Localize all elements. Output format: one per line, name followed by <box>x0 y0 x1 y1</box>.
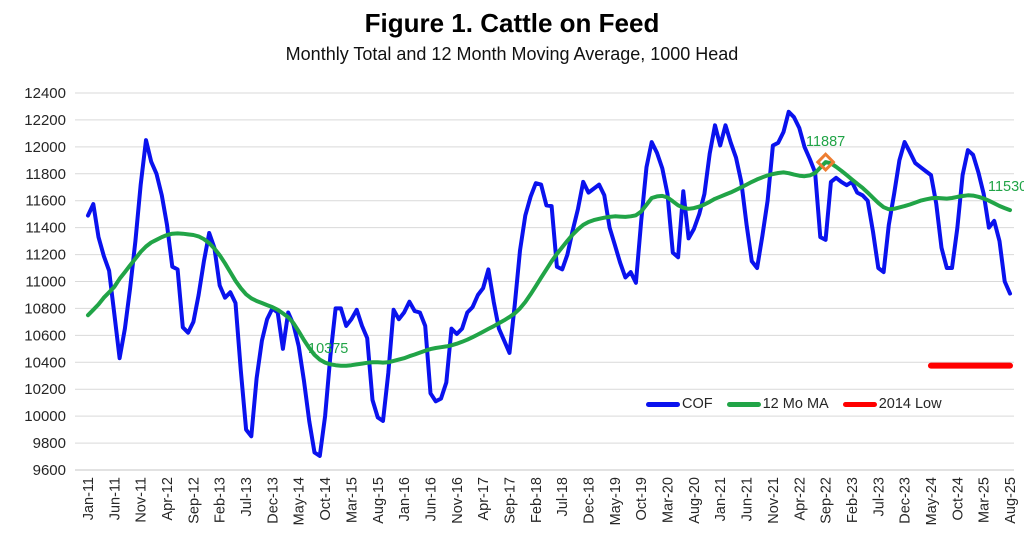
legend-item-2014-low: 2014 Low <box>842 396 942 412</box>
x-axis-tick-label: Aug-15 <box>371 477 387 524</box>
y-axis-tick-label: 11600 <box>25 193 66 210</box>
legend-label-cof: COF <box>682 396 713 412</box>
x-axis-tick-label: Oct-14 <box>318 477 334 521</box>
annotation-ma-peak: 11887 <box>806 134 846 150</box>
x-axis-tick-label: Aug-25 <box>1003 477 1019 524</box>
low-line-swatch <box>842 401 877 407</box>
cof-line <box>86 109 1012 458</box>
x-axis-tick-label: Sep-17 <box>502 477 518 524</box>
x-axis-tick-label: Nov-21 <box>766 477 782 524</box>
y-axis-tick-label: 10800 <box>24 300 66 317</box>
ma-line <box>86 160 1012 368</box>
chart-title: Figure 1. Cattle on Feed <box>364 8 660 38</box>
x-axis-tick-label: Dec-18 <box>582 477 598 524</box>
y-axis-tick-label: 12400 <box>24 85 66 102</box>
x-axis-tick-label: Mar-15 <box>344 477 360 523</box>
y-axis-tick-label: 10000 <box>24 408 66 425</box>
chart-subtitle: Monthly Total and 12 Month Moving Averag… <box>285 44 739 64</box>
x-axis-tick-label: Jul-13 <box>239 477 255 517</box>
annotation-ma-low: 10375 <box>308 341 349 357</box>
y-axis-tick-label: 9800 <box>33 435 66 452</box>
x-axis-tick-label: Sep-12 <box>186 477 202 524</box>
x-axis-tick-label: Apr-17 <box>476 477 492 521</box>
x-axis-tick-label: Jun-11 <box>107 477 123 520</box>
x-axis-tick-label: Dec-13 <box>265 477 281 524</box>
x-axis-tick-label: Dec-23 <box>898 477 914 524</box>
x-axis-tick-label: May-14 <box>292 477 308 525</box>
x-axis-tick-label: Jun-21 <box>740 477 756 521</box>
x-axis-tick-label: Jan-11 <box>81 477 97 520</box>
x-axis-tick-label: Aug-20 <box>687 477 703 524</box>
x-axis-tick-label: Feb-23 <box>845 477 861 523</box>
x-axis-tick-label: Nov-11 <box>134 477 150 523</box>
y-axis-tick-label: 12200 <box>24 112 66 129</box>
y-axis-tick-label: 11400 <box>25 220 66 237</box>
legend-item-cof: COF <box>646 396 713 412</box>
x-axis-tick-label: Jan-16 <box>397 477 413 521</box>
cof-line-swatch <box>646 401 680 407</box>
x-axis-tick-label: Jul-18 <box>555 477 571 517</box>
x-axis-tick-label: Apr-22 <box>792 477 808 521</box>
y-axis-tick-label: 10200 <box>24 381 66 398</box>
x-axis-tick-label: Feb-18 <box>529 477 545 523</box>
x-axis-tick-label: Nov-16 <box>450 477 466 524</box>
ma-line-swatch <box>726 401 761 407</box>
x-axis-tick-label: Feb-13 <box>213 477 229 523</box>
x-axis-tick-label: Jan-21 <box>713 477 729 521</box>
x-axis-tick-label: Apr-12 <box>160 477 176 521</box>
legend-item-ma: 12 Mo MA <box>726 396 829 412</box>
y-axis-tick-label: 9600 <box>33 462 66 479</box>
y-axis-tick-label: 11800 <box>25 166 66 183</box>
y-axis-tick-label: 10400 <box>24 354 66 371</box>
y-axis-tick-label: 11200 <box>25 247 66 264</box>
x-axis-tick-label: Jun-16 <box>423 477 439 521</box>
x-axis-tick-label: Oct-24 <box>950 477 966 521</box>
y-axis-tick-label: 11000 <box>25 274 66 291</box>
annotation-ma-last: 11530 <box>988 179 1024 195</box>
legend-label-ma: 12 Mo MA <box>762 396 829 412</box>
x-axis-tick-label: May-24 <box>924 477 940 525</box>
y-axis-tick-label: 10600 <box>24 327 66 344</box>
x-axis-tick-label: May-19 <box>608 477 624 525</box>
legend: COF 12 Mo MA 2014 Low <box>646 396 942 412</box>
ma-peak-marker-icon <box>815 152 836 172</box>
x-axis-tick-label: Mar-25 <box>977 477 993 523</box>
x-axis-tick-label: Oct-19 <box>634 477 650 521</box>
x-axis-tick-label: Mar-20 <box>661 477 677 523</box>
x-axis-tick-label: Sep-22 <box>819 477 835 524</box>
legend-label-2014-low: 2014 Low <box>878 396 942 412</box>
y-axis-tick-label: 12000 <box>24 139 66 156</box>
x-axis-tick-label: Jul-23 <box>871 477 887 517</box>
